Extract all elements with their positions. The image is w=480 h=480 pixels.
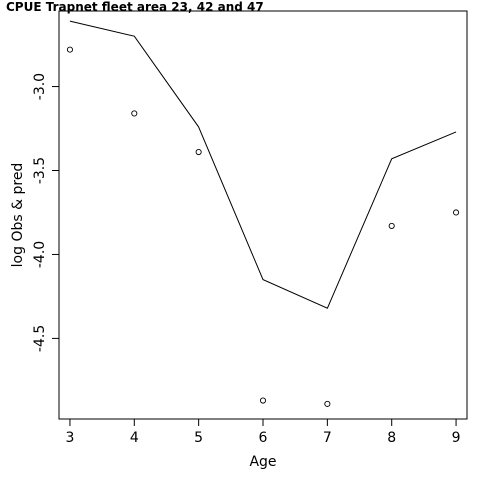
predicted-line <box>69 20 457 309</box>
observed-point <box>259 397 267 404</box>
y-tick-label: -3.0 <box>32 73 48 100</box>
series-layer <box>66 20 460 407</box>
observed-point <box>324 400 331 407</box>
y-axis-label: log Obs & pred <box>10 163 26 268</box>
observed-point <box>388 222 395 229</box>
x-tick-label: 6 <box>259 430 268 446</box>
y-tick-label: -4.0 <box>32 241 48 268</box>
observed-point <box>131 110 138 117</box>
x-axis-label: Age <box>249 454 276 470</box>
x-tick-label: 8 <box>387 430 396 446</box>
observed-point <box>195 148 202 156</box>
chart-title: CPUE Trapnet fleet area 23, 42 and 47 <box>6 0 264 14</box>
x-tick-label: 3 <box>65 430 74 446</box>
y-tick-label: -4.5 <box>32 325 48 352</box>
x-tick-label: 5 <box>194 430 203 446</box>
x-tick-label: 4 <box>130 430 139 446</box>
plot-frame <box>58 10 468 420</box>
x-tick-label: 9 <box>452 430 461 446</box>
observed-point <box>66 46 73 53</box>
y-tick-label: -3.5 <box>32 157 48 184</box>
x-tick-label: 7 <box>323 430 332 446</box>
y-axis: -3.0 -3.5 -4.0 -4.5 <box>32 73 59 352</box>
observed-point <box>453 209 460 216</box>
x-axis: 3 4 5 6 7 8 9 <box>65 419 461 446</box>
